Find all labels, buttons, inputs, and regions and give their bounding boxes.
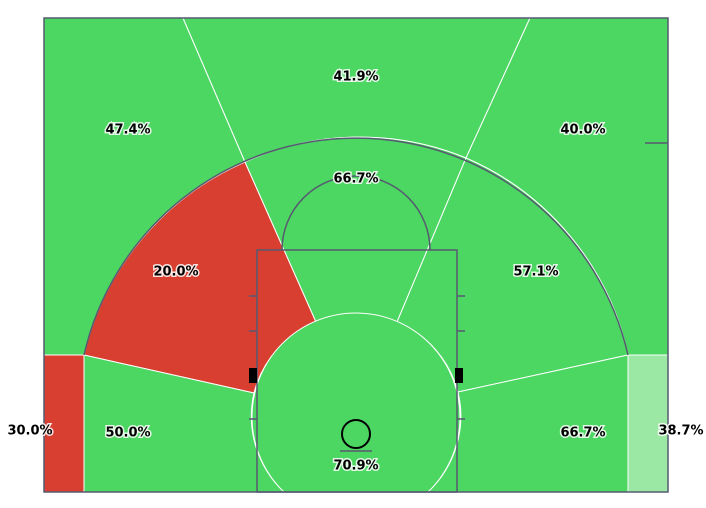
zone-label: 38.7%: [658, 424, 703, 439]
zone-label: 20.0%: [153, 265, 198, 280]
zone-label: 66.7%: [560, 426, 605, 441]
hoop: [341, 419, 371, 449]
hash-marks: [249, 295, 465, 420]
block: [455, 368, 463, 383]
zone-label: 41.9%: [333, 70, 378, 85]
free-throw-circle: [281, 175, 431, 251]
zone-label: 30.0%: [7, 424, 52, 439]
three-point-arc: [83, 137, 629, 356]
zone-label: 66.7%: [333, 172, 378, 187]
labels: 30.0% 38.7% 47.4% 41.9% 40.0% 20.0% 66.7% 57.1%…: [6, 68, 705, 475]
zone-label: 70.9%: [333, 459, 378, 474]
zone-label: 47.4%: [105, 123, 150, 138]
zone-label: 57.1%: [513, 265, 558, 280]
zone-label: 40.0%: [560, 123, 605, 138]
zone: [251, 312, 461, 493]
zone-label: 50.0%: [105, 426, 150, 441]
court-lines: [43, 17, 669, 493]
block: [249, 368, 257, 383]
zones: [43, 17, 669, 493]
